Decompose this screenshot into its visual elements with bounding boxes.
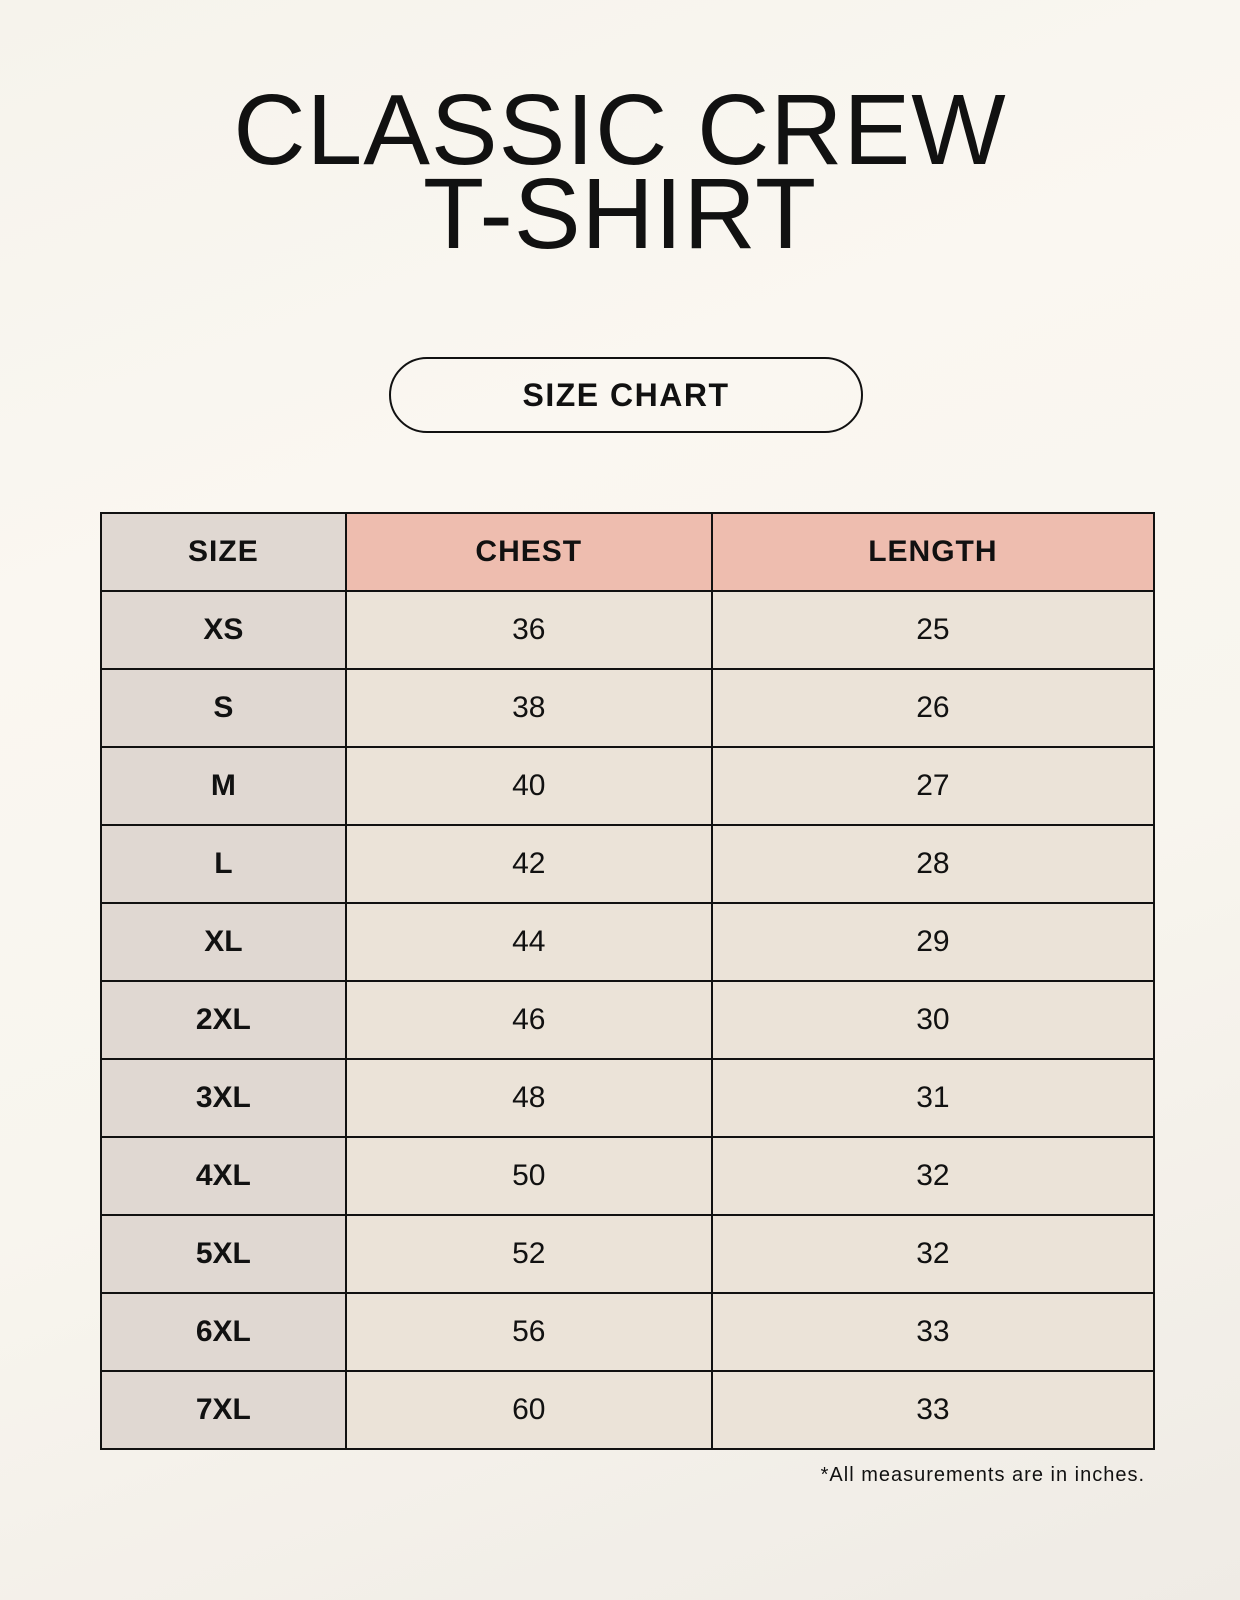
- chest-cell: 42: [344, 824, 713, 904]
- size-cell: S: [100, 668, 347, 748]
- chest-cell: 48: [344, 1058, 713, 1138]
- table-row: 3XL 48 31: [100, 1058, 1156, 1138]
- table-row: 4XL 50 32: [100, 1136, 1156, 1216]
- length-cell: 32: [710, 1136, 1156, 1216]
- header-length: LENGTH: [710, 512, 1156, 592]
- size-cell: 5XL: [100, 1214, 347, 1294]
- length-cell: 33: [710, 1370, 1156, 1450]
- size-cell: XL: [100, 902, 347, 982]
- header-size: SIZE: [100, 512, 347, 592]
- length-cell: 31: [710, 1058, 1156, 1138]
- table-header-row: SIZE CHEST LENGTH: [100, 512, 1156, 592]
- table-row: 5XL 52 32: [100, 1214, 1156, 1294]
- chest-cell: 50: [344, 1136, 713, 1216]
- footnote: *All measurements are in inches.: [820, 1464, 1145, 1486]
- size-table: SIZE CHEST LENGTH XS 36 25 S 38 26 M 40 27 L 42 28 X…: [100, 512, 1156, 1450]
- length-cell: 33: [710, 1292, 1156, 1372]
- chest-cell: 38: [344, 668, 713, 748]
- length-cell: 25: [710, 590, 1156, 670]
- table-row: S 38 26: [100, 668, 1156, 748]
- size-cell: XS: [100, 590, 347, 670]
- page-title: CLASSIC CREW T-SHIRT: [0, 74, 1240, 270]
- size-chart-badge: SIZE CHART: [389, 357, 863, 433]
- size-cell: 2XL: [100, 980, 347, 1060]
- chest-cell: 40: [344, 746, 713, 826]
- size-cell: L: [100, 824, 347, 904]
- chest-cell: 36: [344, 590, 713, 670]
- size-cell: 3XL: [100, 1058, 347, 1138]
- length-cell: 29: [710, 902, 1156, 982]
- chest-cell: 52: [344, 1214, 713, 1294]
- chest-cell: 60: [344, 1370, 713, 1450]
- header-chest: CHEST: [344, 512, 713, 592]
- title-line-2: T-SHIRT: [422, 158, 818, 270]
- size-cell: 6XL: [100, 1292, 347, 1372]
- length-cell: 32: [710, 1214, 1156, 1294]
- size-cell: 4XL: [100, 1136, 347, 1216]
- chest-cell: 46: [344, 980, 713, 1060]
- table-row: M 40 27: [100, 746, 1156, 826]
- table-row: XL 44 29: [100, 902, 1156, 982]
- chest-cell: 44: [344, 902, 713, 982]
- table-row: L 42 28: [100, 824, 1156, 904]
- size-cell: 7XL: [100, 1370, 347, 1450]
- table-row: 2XL 46 30: [100, 980, 1156, 1060]
- title-line-1: CLASSIC CREW: [233, 74, 1007, 186]
- size-cell: M: [100, 746, 347, 826]
- length-cell: 30: [710, 980, 1156, 1060]
- length-cell: 26: [710, 668, 1156, 748]
- table-row: 6XL 56 33: [100, 1292, 1156, 1372]
- table-row: 7XL 60 33: [100, 1370, 1156, 1450]
- length-cell: 27: [710, 746, 1156, 826]
- chest-cell: 56: [344, 1292, 713, 1372]
- length-cell: 28: [710, 824, 1156, 904]
- table-row: XS 36 25: [100, 590, 1156, 670]
